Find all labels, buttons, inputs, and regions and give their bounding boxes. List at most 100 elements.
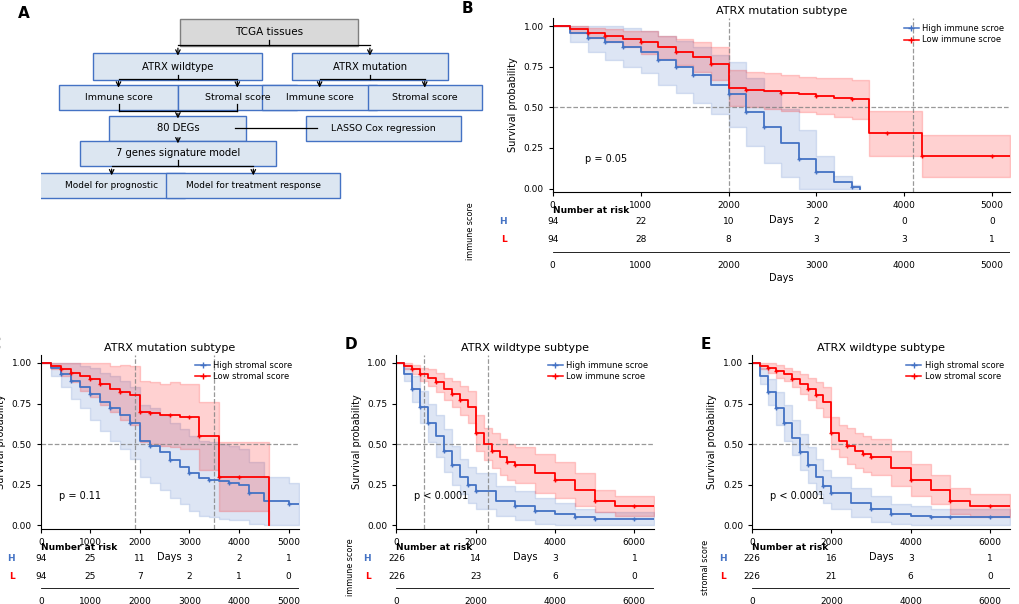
Text: 3: 3 — [813, 236, 818, 245]
Text: H: H — [718, 554, 726, 563]
Text: 94: 94 — [546, 236, 557, 245]
Text: L: L — [9, 572, 15, 581]
Text: H: H — [7, 554, 15, 563]
Text: 5000: 5000 — [277, 597, 300, 604]
Text: 1: 1 — [988, 236, 995, 245]
Text: B: B — [461, 1, 473, 16]
Text: 94: 94 — [35, 554, 47, 563]
Text: E: E — [700, 338, 710, 353]
Text: 7 genes signature model: 7 genes signature model — [116, 148, 239, 158]
Text: 4000: 4000 — [227, 597, 251, 604]
Y-axis label: Survival probability: Survival probability — [507, 57, 518, 152]
Text: p < 0.0001: p < 0.0001 — [414, 491, 469, 501]
Text: ATRX wildtype: ATRX wildtype — [142, 62, 213, 72]
Text: Immune score: Immune score — [285, 93, 354, 102]
Text: 226: 226 — [743, 572, 760, 581]
Text: 25: 25 — [85, 554, 96, 563]
X-axis label: Days: Days — [868, 552, 893, 562]
Text: Number at risk: Number at risk — [552, 207, 629, 216]
Y-axis label: Survival probability: Survival probability — [0, 394, 6, 489]
Text: Stromal score: Stromal score — [391, 93, 458, 102]
Text: Number at risk: Number at risk — [751, 543, 827, 552]
Text: p < 0.0001: p < 0.0001 — [769, 491, 823, 501]
Text: 3000: 3000 — [177, 597, 201, 604]
Text: 0: 0 — [393, 597, 398, 604]
FancyBboxPatch shape — [177, 85, 297, 110]
Title: ATRX wildtype subtype: ATRX wildtype subtype — [461, 342, 589, 353]
Text: 226: 226 — [387, 554, 405, 563]
Text: 2000: 2000 — [464, 597, 487, 604]
Text: Number at risk: Number at risk — [41, 543, 117, 552]
Text: 0: 0 — [38, 597, 44, 604]
Legend: High immune scroe, Low immune scroe: High immune scroe, Low immune scroe — [545, 359, 649, 383]
Title: ATRX mutation subtype: ATRX mutation subtype — [715, 6, 846, 16]
Text: 3: 3 — [907, 554, 913, 563]
Text: 2: 2 — [813, 217, 818, 226]
Text: Model for treatment response: Model for treatment response — [185, 181, 321, 190]
Text: 6000: 6000 — [977, 597, 1001, 604]
Text: ATRX mutation: ATRX mutation — [332, 62, 407, 72]
Text: 2: 2 — [236, 554, 242, 563]
Text: A: A — [18, 6, 30, 21]
Text: 2: 2 — [186, 572, 193, 581]
Text: 3: 3 — [186, 554, 193, 563]
Text: L: L — [500, 236, 506, 245]
Text: 80 DEGs: 80 DEGs — [157, 123, 199, 133]
Text: 2000: 2000 — [128, 597, 151, 604]
FancyBboxPatch shape — [59, 85, 177, 110]
FancyBboxPatch shape — [109, 116, 247, 141]
FancyBboxPatch shape — [367, 85, 481, 110]
FancyBboxPatch shape — [180, 19, 358, 46]
Text: 6: 6 — [907, 572, 913, 581]
Text: 0: 0 — [901, 217, 906, 226]
Text: 0: 0 — [549, 261, 555, 269]
Text: 0: 0 — [285, 572, 291, 581]
Text: 0: 0 — [986, 572, 991, 581]
FancyBboxPatch shape — [94, 53, 262, 80]
FancyBboxPatch shape — [262, 85, 376, 110]
X-axis label: Days: Days — [768, 216, 793, 225]
Y-axis label: Survival probability: Survival probability — [352, 394, 362, 489]
Text: 4000: 4000 — [899, 597, 921, 604]
Text: 23: 23 — [470, 572, 481, 581]
Text: Stromal score: Stromal score — [205, 93, 270, 102]
Text: 226: 226 — [387, 572, 405, 581]
Text: Days: Days — [768, 274, 793, 283]
X-axis label: Days: Days — [157, 552, 181, 562]
Text: 1: 1 — [285, 554, 291, 563]
Text: 3000: 3000 — [804, 261, 827, 269]
Text: D: D — [344, 338, 358, 353]
Text: stromal score: stromal score — [700, 540, 709, 595]
Text: p = 0.05: p = 0.05 — [584, 154, 627, 164]
Text: immune score: immune score — [345, 539, 355, 596]
Text: LASSO Cox regression: LASSO Cox regression — [331, 124, 435, 133]
Text: L: L — [719, 572, 726, 581]
Legend: High immune scroe, Low immune scroe: High immune scroe, Low immune scroe — [901, 22, 1005, 46]
Text: 25: 25 — [85, 572, 96, 581]
Text: L: L — [365, 572, 370, 581]
Text: 4000: 4000 — [543, 597, 566, 604]
Text: 0: 0 — [631, 572, 637, 581]
Text: 5000: 5000 — [979, 261, 1003, 269]
Text: 21: 21 — [825, 572, 837, 581]
Text: p = 0.11: p = 0.11 — [59, 491, 101, 501]
Text: 6: 6 — [551, 572, 557, 581]
FancyBboxPatch shape — [166, 173, 340, 198]
FancyBboxPatch shape — [79, 141, 276, 165]
Text: Model for prognostic: Model for prognostic — [65, 181, 158, 190]
Text: 16: 16 — [824, 554, 837, 563]
Text: 22: 22 — [635, 217, 646, 226]
Legend: High stromal score, Low stromal score: High stromal score, Low stromal score — [194, 359, 294, 383]
FancyBboxPatch shape — [39, 173, 184, 198]
Text: 1: 1 — [631, 554, 637, 563]
Text: 94: 94 — [546, 217, 557, 226]
Text: 1: 1 — [236, 572, 242, 581]
Text: 2000: 2000 — [819, 597, 842, 604]
Text: 94: 94 — [35, 572, 47, 581]
Text: 0: 0 — [988, 217, 995, 226]
Text: 11: 11 — [135, 554, 146, 563]
Text: H: H — [499, 217, 506, 226]
Text: immune score: immune score — [466, 202, 475, 260]
Title: ATRX wildtype subtype: ATRX wildtype subtype — [816, 342, 944, 353]
Text: 8: 8 — [725, 236, 731, 245]
